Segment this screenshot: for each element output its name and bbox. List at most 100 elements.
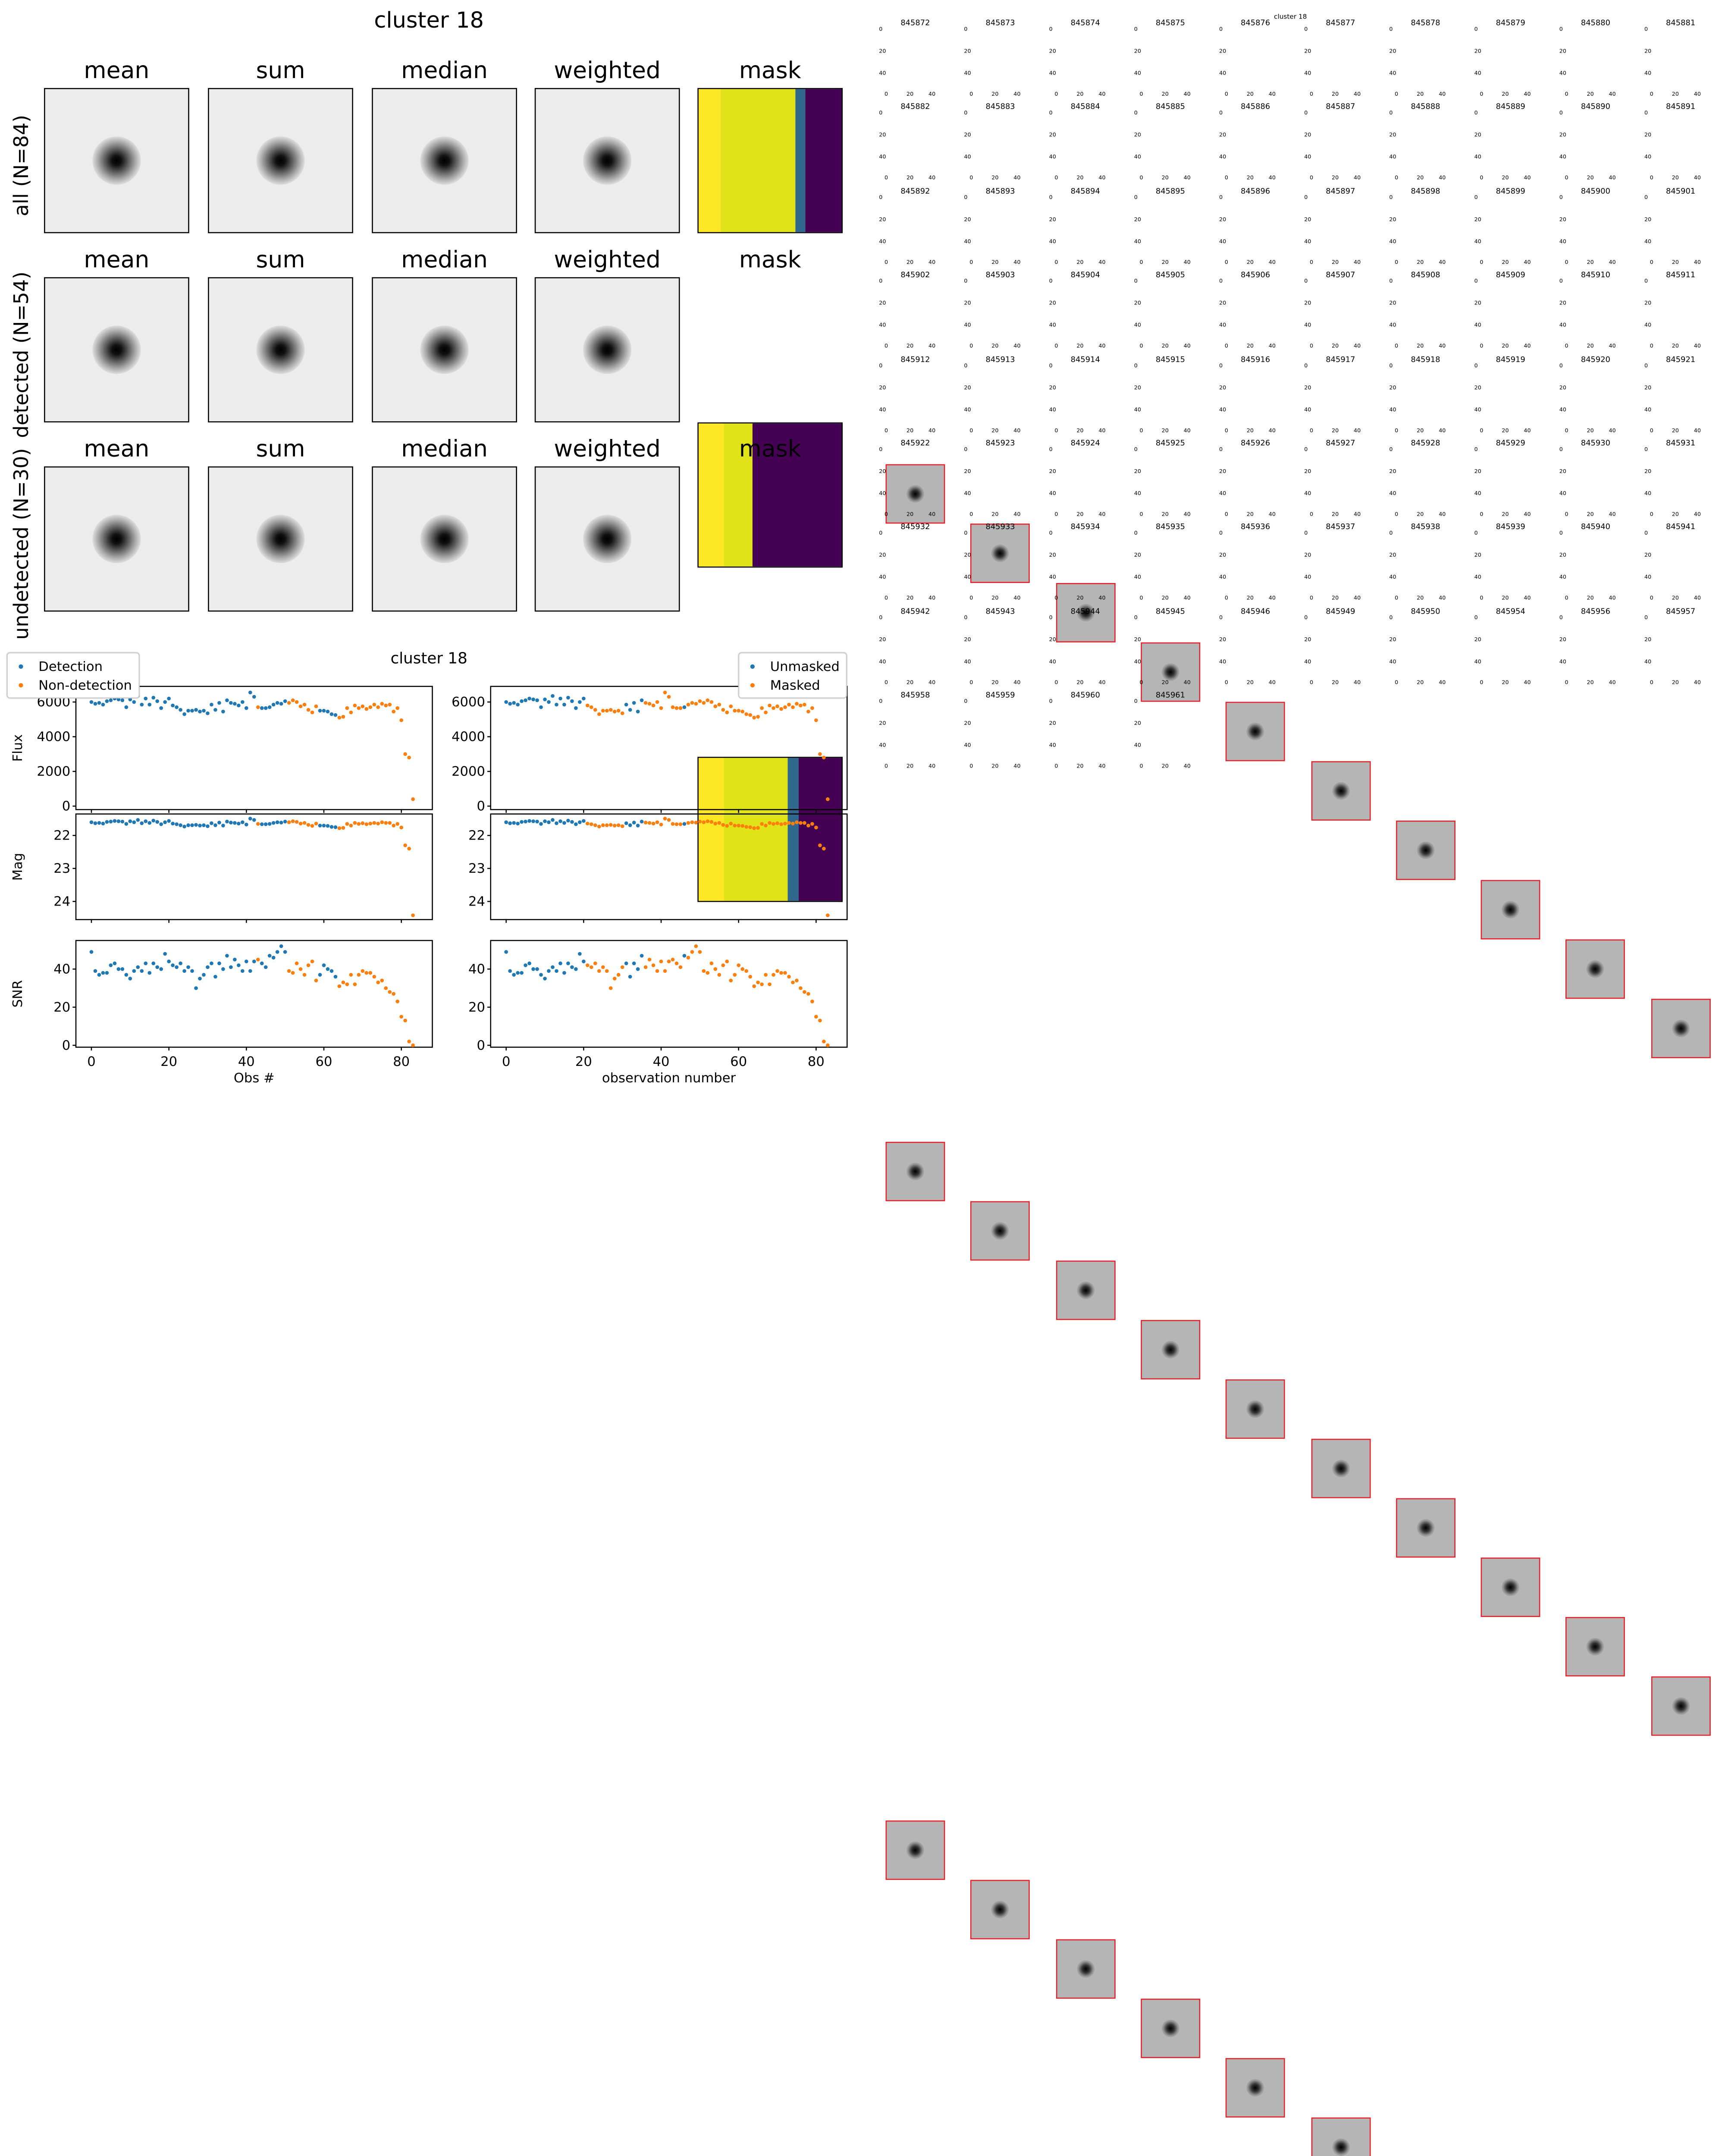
cutout-x-tick: 40 bbox=[1183, 511, 1191, 518]
cutout-x-tick: 0 bbox=[1395, 595, 1399, 602]
data-point bbox=[601, 965, 605, 969]
data-point bbox=[361, 969, 365, 973]
cutout-title: 845908 bbox=[1411, 271, 1440, 280]
data-point bbox=[113, 961, 117, 965]
data-point bbox=[302, 702, 307, 707]
data-point bbox=[206, 824, 210, 828]
y-axis-label: Mag bbox=[10, 853, 25, 881]
data-point bbox=[314, 704, 318, 708]
data-point bbox=[372, 702, 376, 707]
data-point bbox=[524, 820, 527, 824]
data-point bbox=[182, 969, 186, 973]
data-point bbox=[411, 797, 415, 801]
cutout-x-tick: 0 bbox=[1139, 259, 1143, 266]
cutout-y-tick: 40 bbox=[879, 743, 886, 749]
data-point bbox=[551, 694, 555, 698]
cutout-title: 845914 bbox=[1070, 354, 1100, 364]
cutout-title: 845887 bbox=[1326, 103, 1355, 112]
cutout-x-tick: 40 bbox=[1268, 511, 1276, 518]
data-point bbox=[263, 965, 268, 969]
data-point bbox=[124, 973, 129, 977]
cutout-y-tick: 40 bbox=[1304, 490, 1311, 498]
cutout-y-tick: 40 bbox=[879, 574, 886, 581]
x-tick-label: 0 bbox=[87, 1054, 95, 1069]
data-point bbox=[593, 708, 597, 712]
cutout-title: 845872 bbox=[900, 19, 930, 28]
cutout-title: 845875 bbox=[1155, 19, 1186, 28]
data-point bbox=[271, 702, 276, 707]
data-point bbox=[729, 821, 733, 826]
cutout-title: 845933 bbox=[985, 523, 1015, 532]
cutout-y-tick: 20 bbox=[1474, 48, 1481, 55]
x-tick-label: 20 bbox=[160, 1054, 177, 1069]
cutout-title: 845926 bbox=[1241, 439, 1270, 448]
data-point bbox=[744, 969, 749, 973]
cutout-x-tick: 20 bbox=[1076, 511, 1084, 518]
stack-image-median bbox=[372, 88, 517, 233]
cutout-title: 845895 bbox=[1155, 187, 1186, 196]
data-point bbox=[179, 823, 182, 827]
cutout-y-tick: 20 bbox=[1049, 300, 1056, 307]
data-point bbox=[826, 797, 830, 801]
data-point bbox=[167, 696, 171, 701]
data-point bbox=[357, 822, 361, 826]
data-point bbox=[233, 821, 237, 825]
cutout-x-tick: 0 bbox=[1309, 175, 1314, 182]
cutout-x-tick: 0 bbox=[884, 511, 888, 518]
source-blob bbox=[906, 1841, 924, 1859]
data-point bbox=[252, 959, 256, 964]
data-point bbox=[682, 705, 687, 709]
x-axis-label: Obs # bbox=[234, 1071, 275, 1086]
stack-image-mean bbox=[44, 88, 189, 233]
source-blob bbox=[420, 326, 469, 374]
cutout-x-tick: 20 bbox=[1331, 679, 1339, 686]
data-point bbox=[279, 821, 283, 824]
source-blob bbox=[420, 514, 469, 564]
column-title: mask bbox=[739, 246, 801, 273]
data-point bbox=[562, 821, 566, 825]
cutout-title: 845911 bbox=[1666, 271, 1696, 280]
cutout-x-tick: 40 bbox=[1354, 259, 1361, 266]
data-point bbox=[329, 712, 334, 716]
data-point bbox=[132, 969, 136, 973]
cutout-y-tick: 20 bbox=[964, 216, 971, 223]
column-title: weighted bbox=[554, 246, 661, 273]
cutout-title: 845909 bbox=[1496, 271, 1525, 280]
mask-segment bbox=[724, 758, 787, 901]
cutout-x-tick: 20 bbox=[1587, 175, 1594, 182]
cutout-image bbox=[1226, 2058, 1286, 2118]
data-point bbox=[283, 820, 287, 824]
data-point bbox=[806, 824, 810, 827]
data-point bbox=[574, 706, 578, 710]
cutout-x-tick: 20 bbox=[906, 259, 914, 266]
data-point bbox=[244, 822, 248, 827]
legend-marker-orange bbox=[19, 682, 23, 687]
data-point bbox=[558, 696, 562, 701]
cutout-y-tick: 20 bbox=[1134, 552, 1142, 559]
cutout-title: 845900 bbox=[1581, 187, 1611, 196]
cutout-y-tick: 40 bbox=[1644, 154, 1652, 161]
data-point bbox=[674, 822, 679, 826]
data-point bbox=[810, 706, 814, 710]
cutout-x-tick: 40 bbox=[1609, 175, 1616, 182]
cutout-y-tick: 0 bbox=[964, 110, 968, 117]
source-blob bbox=[991, 1222, 1010, 1240]
data-point bbox=[190, 969, 194, 973]
cutout-y-tick: 20 bbox=[1644, 48, 1652, 55]
data-point bbox=[116, 967, 121, 971]
data-point bbox=[206, 711, 210, 715]
data-point bbox=[733, 824, 737, 827]
data-point bbox=[508, 969, 512, 973]
data-point bbox=[252, 695, 256, 699]
cutout-y-tick: 0 bbox=[1219, 278, 1223, 285]
source-blob bbox=[1246, 1401, 1264, 1419]
cutout-x-tick: 20 bbox=[1331, 259, 1339, 266]
data-point bbox=[341, 980, 345, 984]
data-point bbox=[310, 959, 314, 964]
cutout-x-tick: 0 bbox=[1650, 511, 1653, 518]
cutout-y-tick: 40 bbox=[1049, 70, 1056, 77]
cutout-x-tick: 20 bbox=[1076, 175, 1084, 182]
data-point bbox=[411, 913, 415, 918]
cutout-x-tick: 20 bbox=[1076, 91, 1084, 98]
cutout-y-tick: 40 bbox=[1644, 322, 1652, 329]
